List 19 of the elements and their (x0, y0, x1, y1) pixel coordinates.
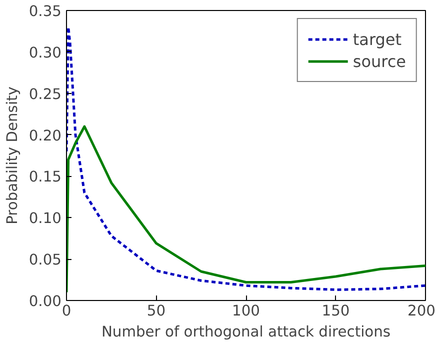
legend-label: source (352, 52, 406, 70)
y-tick-label: 0.25 (28, 86, 62, 103)
y-tick-label: 0.35 (28, 3, 62, 20)
y-axis-title: Probability Density (4, 86, 21, 224)
y-tick-label: 0.20 (28, 127, 62, 144)
y-tick-label: 0.05 (28, 252, 62, 269)
x-axis-title: Number of orthogonal attack directions (101, 324, 391, 340)
y-tick-label: 0.10 (28, 210, 62, 228)
x-tick-label: 200 (408, 302, 435, 320)
y-tick-label: 0.30 (28, 44, 62, 62)
line-series (66, 125, 426, 294)
legend-label: target (352, 30, 402, 48)
y-tick-label: 0.15 (28, 168, 62, 186)
line-series (66, 26, 426, 291)
x-tick-label: 50 (146, 302, 166, 320)
x-tick-label: 100 (232, 302, 260, 320)
x-tick-label: 0 (62, 302, 72, 320)
x-tick-label: 150 (322, 302, 350, 320)
y-tick-label: 0.00 (28, 293, 62, 310)
